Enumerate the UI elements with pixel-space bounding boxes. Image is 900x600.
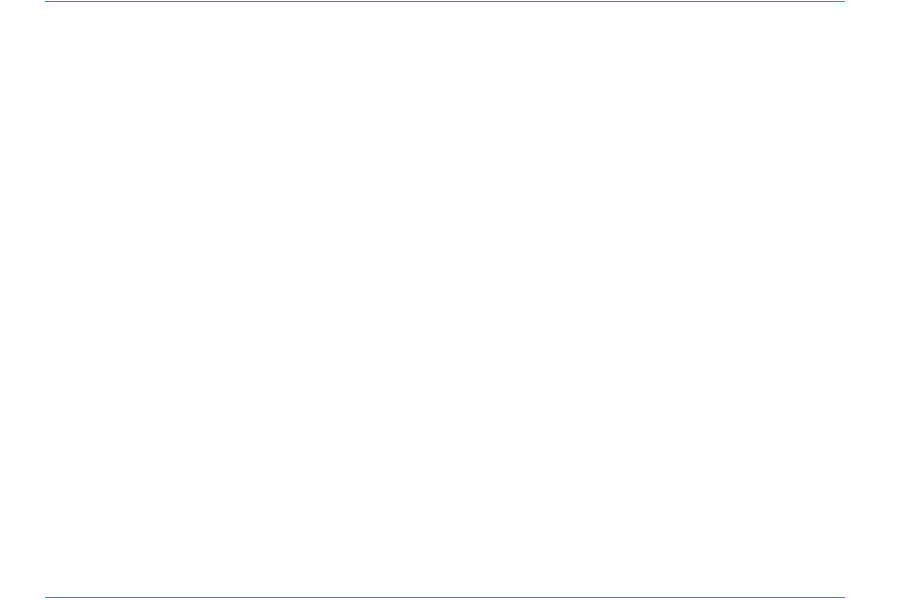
bottom-rule bbox=[45, 597, 845, 598]
top-rule bbox=[45, 1, 845, 2]
